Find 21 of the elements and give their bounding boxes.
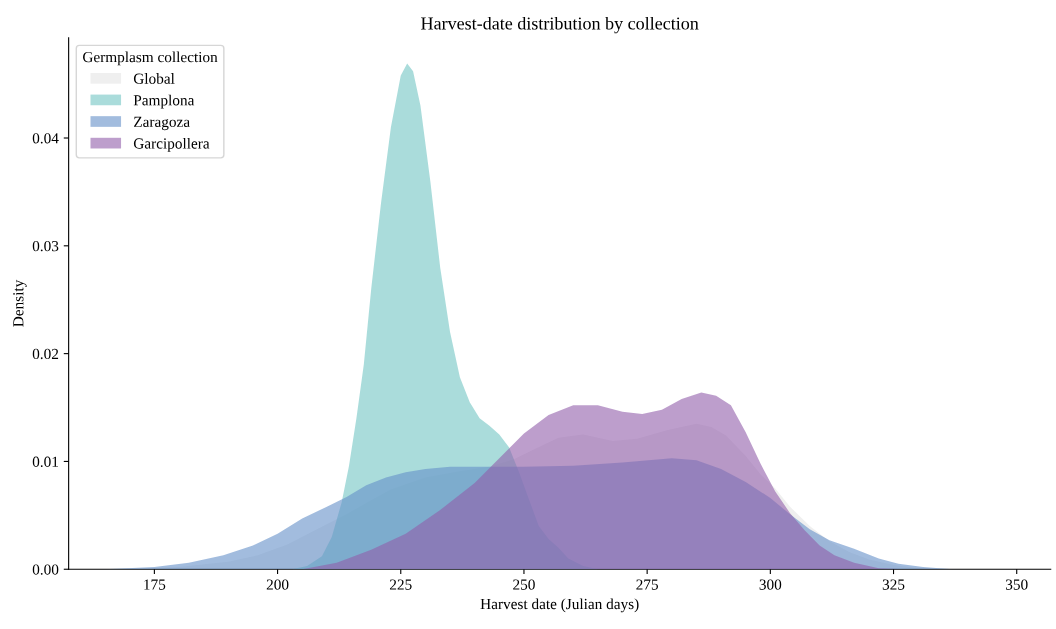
chart-title: Harvest-date distribution by collection [421,16,699,34]
x-tick-label: 250 [513,579,535,590]
y-axis-title: Density [13,279,27,327]
legend-label: Garcipollera [133,137,210,152]
x-tick-label: 225 [389,579,412,590]
x-tick-label: 275 [636,579,659,590]
x-tick-label: 325 [882,579,905,590]
x-tick-label: 350 [1005,579,1028,590]
x-tick-label: 300 [759,579,782,590]
x-tick-label: 175 [144,579,166,590]
x-tick-label: 200 [266,579,289,590]
y-tick-label: 0.04 [32,133,59,144]
legend-label: Zaragoza [134,116,190,131]
legend-label: Global [133,73,175,84]
legend-title: Germplasm collection [83,51,218,66]
y-tick-label: 0.03 [32,240,59,252]
x-axis-title: Harvest date (Julian days) [480,598,639,613]
legend-label: Pamplona [133,94,195,109]
y-tick-label: 0.00 [32,564,59,575]
y-tick-label: 0.01 [32,456,58,467]
y-tick-label: 0.02 [32,348,59,360]
